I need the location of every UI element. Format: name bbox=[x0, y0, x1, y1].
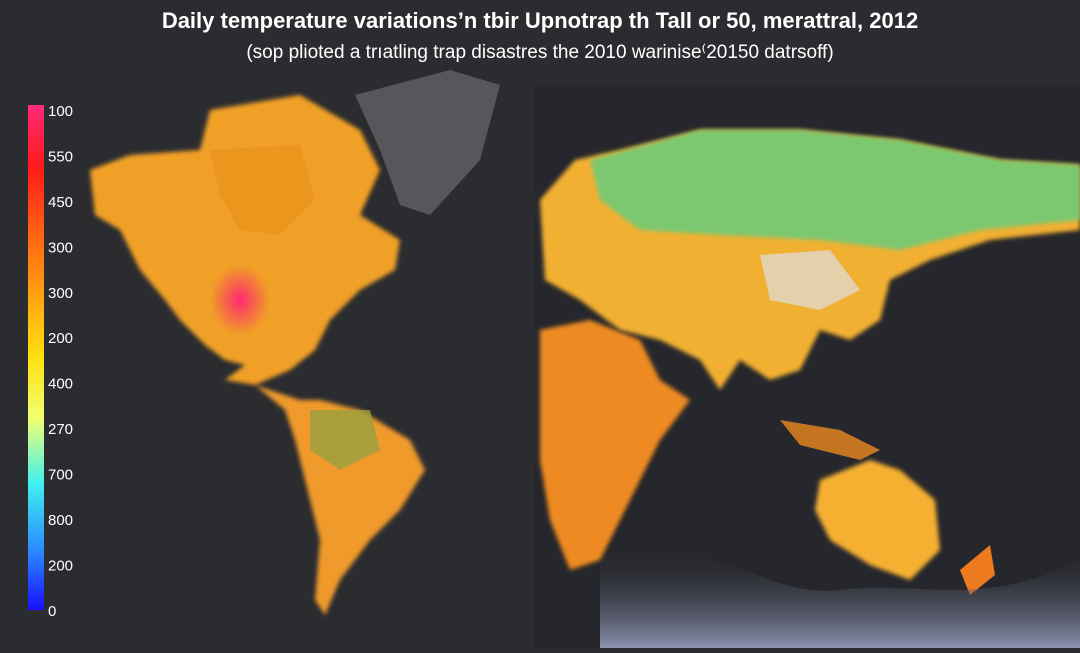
greenland bbox=[355, 70, 500, 215]
southern-ocean bbox=[600, 548, 1080, 648]
north-america bbox=[90, 95, 400, 385]
colorbar bbox=[28, 105, 44, 610]
australia bbox=[815, 460, 940, 580]
colorbar-label: 200 bbox=[48, 558, 73, 575]
colorbar-label: 700 bbox=[48, 467, 73, 484]
canada-shade bbox=[210, 145, 315, 235]
south-america bbox=[255, 385, 425, 615]
colorbar-label: 300 bbox=[48, 239, 73, 256]
amazon bbox=[310, 410, 380, 470]
new-zealand bbox=[960, 545, 995, 595]
siberia bbox=[590, 130, 1080, 250]
colorbar-label: 550 bbox=[48, 148, 73, 165]
colorbar-label: 300 bbox=[48, 285, 73, 302]
colorbar-label: 270 bbox=[48, 421, 73, 438]
tibet bbox=[760, 250, 860, 310]
islands bbox=[780, 420, 880, 460]
subtitle: (sop plioted a trıatling trap disastres … bbox=[246, 42, 833, 63]
colorbar-labels: 100 550 450 300 300 200 400 270 700 800 200 0 bbox=[48, 103, 73, 620]
colorbar-label: 400 bbox=[48, 376, 73, 393]
title: Daily temperature variations’n tbir Upno… bbox=[162, 8, 918, 33]
colorbar-label: 200 bbox=[48, 330, 73, 347]
colorbar-label: 100 bbox=[48, 103, 73, 120]
colorbar-label: 800 bbox=[48, 512, 73, 529]
colorbar-label: 0 bbox=[48, 603, 56, 620]
africa bbox=[540, 320, 690, 570]
colorbar-label: 450 bbox=[48, 194, 73, 211]
hot-spot bbox=[210, 265, 270, 335]
